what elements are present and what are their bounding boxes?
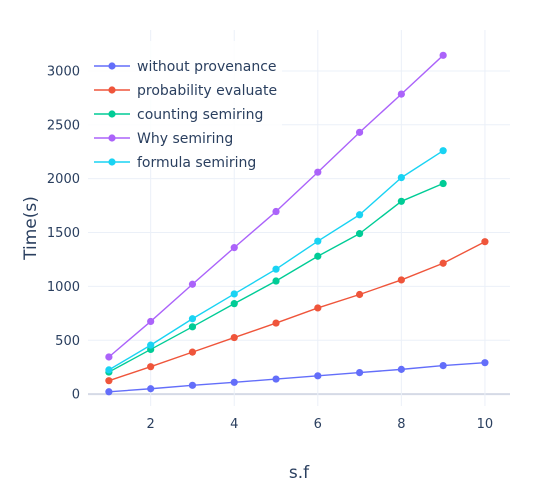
data-point: [188, 323, 197, 331]
legend-label: formula semiring: [137, 155, 256, 171]
data-point: [439, 147, 447, 155]
legend-item[interactable]: probability evaluate: [94, 83, 277, 99]
series-3: [105, 51, 447, 361]
data-point: [355, 369, 364, 377]
data-point: [147, 385, 155, 393]
data-point: [481, 359, 489, 367]
data-point: [314, 372, 322, 380]
data-point: [147, 363, 155, 371]
series-layer: [105, 51, 489, 396]
y-tick-label: 1500: [47, 226, 80, 241]
data-point: [147, 341, 155, 349]
data-point: [397, 197, 405, 205]
data-point: [272, 265, 280, 273]
legend-swatch-marker: [108, 110, 116, 118]
y-tick-label: 3000: [47, 64, 80, 79]
data-point: [439, 51, 447, 59]
x-tick-label: 4: [230, 417, 238, 432]
legend-item[interactable]: counting semiring: [94, 107, 263, 123]
data-point: [314, 304, 322, 312]
legend-swatch-marker: [108, 158, 116, 166]
x-tick-label: 10: [477, 417, 494, 432]
x-tick-label: 6: [314, 417, 322, 432]
y-tick-label: 1000: [47, 280, 80, 295]
data-point: [105, 388, 113, 396]
data-point: [272, 319, 280, 327]
series-line: [108, 241, 486, 382]
data-point: [272, 277, 280, 285]
data-point: [439, 361, 447, 370]
data-point: [105, 366, 113, 374]
data-point: [105, 353, 113, 361]
y-tick-label: 0: [72, 388, 80, 403]
data-point: [230, 290, 238, 298]
data-point: [105, 377, 113, 385]
data-point: [230, 378, 238, 386]
series-line: [108, 361, 485, 393]
data-point: [147, 317, 155, 326]
series-4: [105, 147, 447, 374]
data-point: [355, 230, 364, 238]
legend-label: counting semiring: [137, 107, 263, 123]
series-line: [108, 150, 444, 371]
y-tick-label: 2500: [47, 118, 80, 133]
data-point: [272, 375, 280, 383]
y-tick-label: 500: [55, 334, 80, 349]
y-axis-title: Time(s): [21, 196, 41, 261]
data-point: [188, 280, 197, 288]
legend: without provenance probability evaluate co…: [88, 41, 282, 171]
data-point: [188, 315, 197, 323]
legend-item[interactable]: Why semiring: [94, 131, 233, 147]
legend-label: without provenance: [137, 59, 277, 75]
data-point: [355, 211, 364, 219]
data-point: [439, 179, 447, 188]
legend-label: probability evaluate: [137, 83, 277, 99]
data-point: [397, 276, 405, 284]
legend-item[interactable]: without provenance: [94, 59, 277, 75]
legend-swatch-marker: [108, 134, 116, 142]
legend-swatch-marker: [108, 62, 116, 70]
data-point: [272, 207, 280, 216]
x-tick-label: 2: [147, 417, 155, 432]
data-point: [439, 259, 447, 267]
y-axis-ticks: 0 500 1000 1500 2000 2500 3000: [47, 64, 80, 402]
data-point: [314, 252, 322, 260]
series-0: [105, 359, 489, 396]
data-point: [355, 128, 364, 136]
data-point: [314, 168, 322, 176]
data-point: [397, 90, 405, 98]
x-tick-label: 8: [397, 417, 405, 432]
x-axis-ticks: 2 4 6 8 10: [147, 417, 494, 432]
legend-swatch-marker: [108, 86, 116, 94]
data-point: [230, 244, 238, 252]
data-point: [481, 238, 489, 246]
data-point: [188, 381, 197, 389]
legend-label: Why semiring: [137, 131, 233, 147]
data-point: [355, 290, 364, 299]
x-axis-title: s.f: [289, 463, 310, 483]
y-tick-label: 2000: [47, 172, 80, 187]
series-1: [105, 238, 489, 385]
data-point: [397, 173, 405, 182]
legend-background: [88, 41, 282, 167]
legend-item[interactable]: formula semiring: [94, 155, 256, 171]
data-point: [230, 300, 238, 308]
data-point: [230, 333, 238, 342]
data-point: [188, 348, 197, 356]
data-point: [314, 237, 322, 245]
data-point: [397, 365, 405, 373]
